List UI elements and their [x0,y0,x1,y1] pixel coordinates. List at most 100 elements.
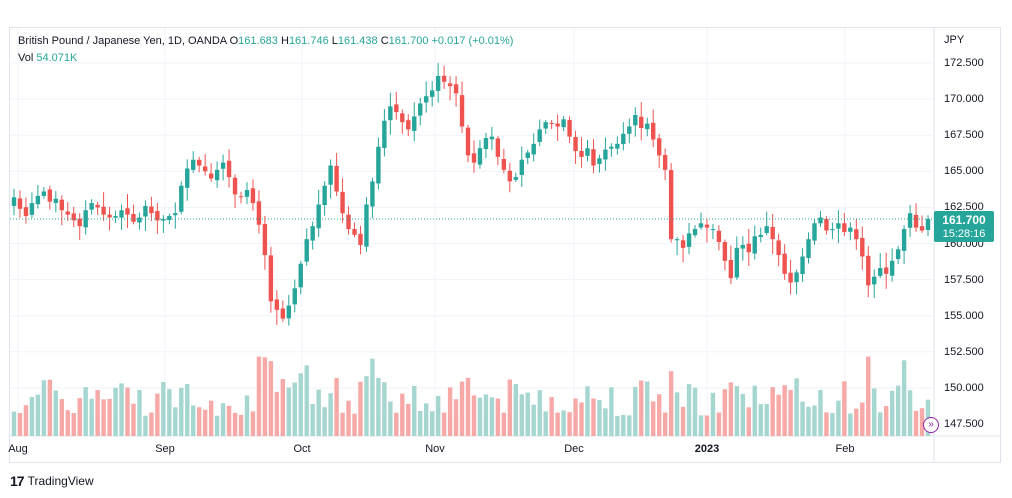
candle-body [256,201,262,225]
volume-bar [555,412,560,436]
candle-body [824,218,829,231]
volume-bar [322,407,327,436]
candle-body [89,203,94,210]
candle-body [358,233,363,245]
candle-body [651,122,656,140]
candle-body [346,214,351,230]
candle-body [597,158,602,164]
volume-bar [543,411,548,436]
candle-body [895,249,901,260]
volume-bar [734,386,740,436]
volume-bar [214,415,220,436]
volume-bar [435,395,441,436]
volume-bar [609,387,614,436]
candle-body [633,114,638,126]
candle-body [776,240,781,256]
tradingview-logo-icon: 17 [10,473,25,489]
candle-body [603,149,608,160]
volume-bar [334,377,339,436]
volume-bar [746,407,751,436]
volume-bar [412,385,417,436]
legend-high-label: H [280,35,289,47]
candle-body [435,75,441,91]
candle-body [370,181,375,207]
volume-bar [513,384,519,436]
volume-bar [477,397,483,436]
candle-body [167,216,172,220]
volume-bar [262,357,268,436]
price-tick-label: 155.000 [944,309,984,322]
volume-bar [645,381,650,436]
candle-body [782,253,787,274]
volume-bar [161,381,166,436]
volume-bar [53,390,59,436]
candle-body [585,148,590,156]
time-tick-label: Dec [564,443,584,455]
candle-body [692,229,698,236]
price-tick-label: 172.500 [944,57,984,69]
volume-bar [842,381,847,436]
volume-bar [77,398,82,436]
candle-body [501,159,507,170]
candle-body [352,229,357,235]
volume-bar [740,393,746,436]
volume-bar [597,400,602,436]
candle-body [316,204,321,229]
volume-bar [149,412,154,436]
volume-bar [340,412,345,436]
candle-body [125,208,130,215]
candle-body [298,263,303,288]
candle-body [340,191,345,214]
candle-body [11,197,17,206]
volume-bar [352,413,357,436]
candle-body [208,173,214,179]
candle-body [441,75,447,82]
candle-body [579,151,584,157]
candle-body [525,152,530,158]
volume-bar [376,377,381,436]
volume-bar [722,389,728,436]
volume-bar [465,377,471,436]
volume-bar [591,398,596,436]
candle-body [423,96,429,103]
candle-body [513,177,519,180]
last-price-tag: 161.700 15:28:16 [934,211,994,242]
legend-open-label: O [229,35,239,47]
volume-bar [250,411,256,436]
candle-body [537,129,542,142]
scroll-to-realtime-icon[interactable]: » [923,417,939,433]
candle-body [47,189,53,202]
candle-body [662,155,668,170]
volume-bar [83,387,88,436]
candle-body [794,272,799,283]
volume-bar [244,395,250,436]
candle-body [214,169,220,181]
candle-body [489,136,495,140]
candle-body [286,305,291,319]
candle-body [656,138,662,156]
volume-bar [848,413,853,436]
legend-close-value: 161.700 [388,35,429,47]
tradingview-footer[interactable]: 17 TradingView [10,473,94,489]
volume-bar [656,394,662,436]
candle-body [328,165,333,185]
candle-body [447,83,453,87]
volume-bar [824,412,829,436]
volume-bar [185,383,190,436]
candle-body [53,198,59,203]
price-tick-label: 165.000 [944,165,984,178]
candle-body [173,213,178,216]
volume-bar [770,387,775,436]
volume-bar [776,394,781,436]
candle-body [716,230,722,243]
candle-body [812,223,817,241]
time-tick-label: Nov [425,443,445,455]
candle-body [334,165,339,192]
candle-body [143,205,148,217]
volume-bar [686,384,692,436]
volume-bar [674,392,680,436]
volume-bar [752,385,757,436]
candle-body [704,224,710,228]
volume-bar [812,405,817,436]
